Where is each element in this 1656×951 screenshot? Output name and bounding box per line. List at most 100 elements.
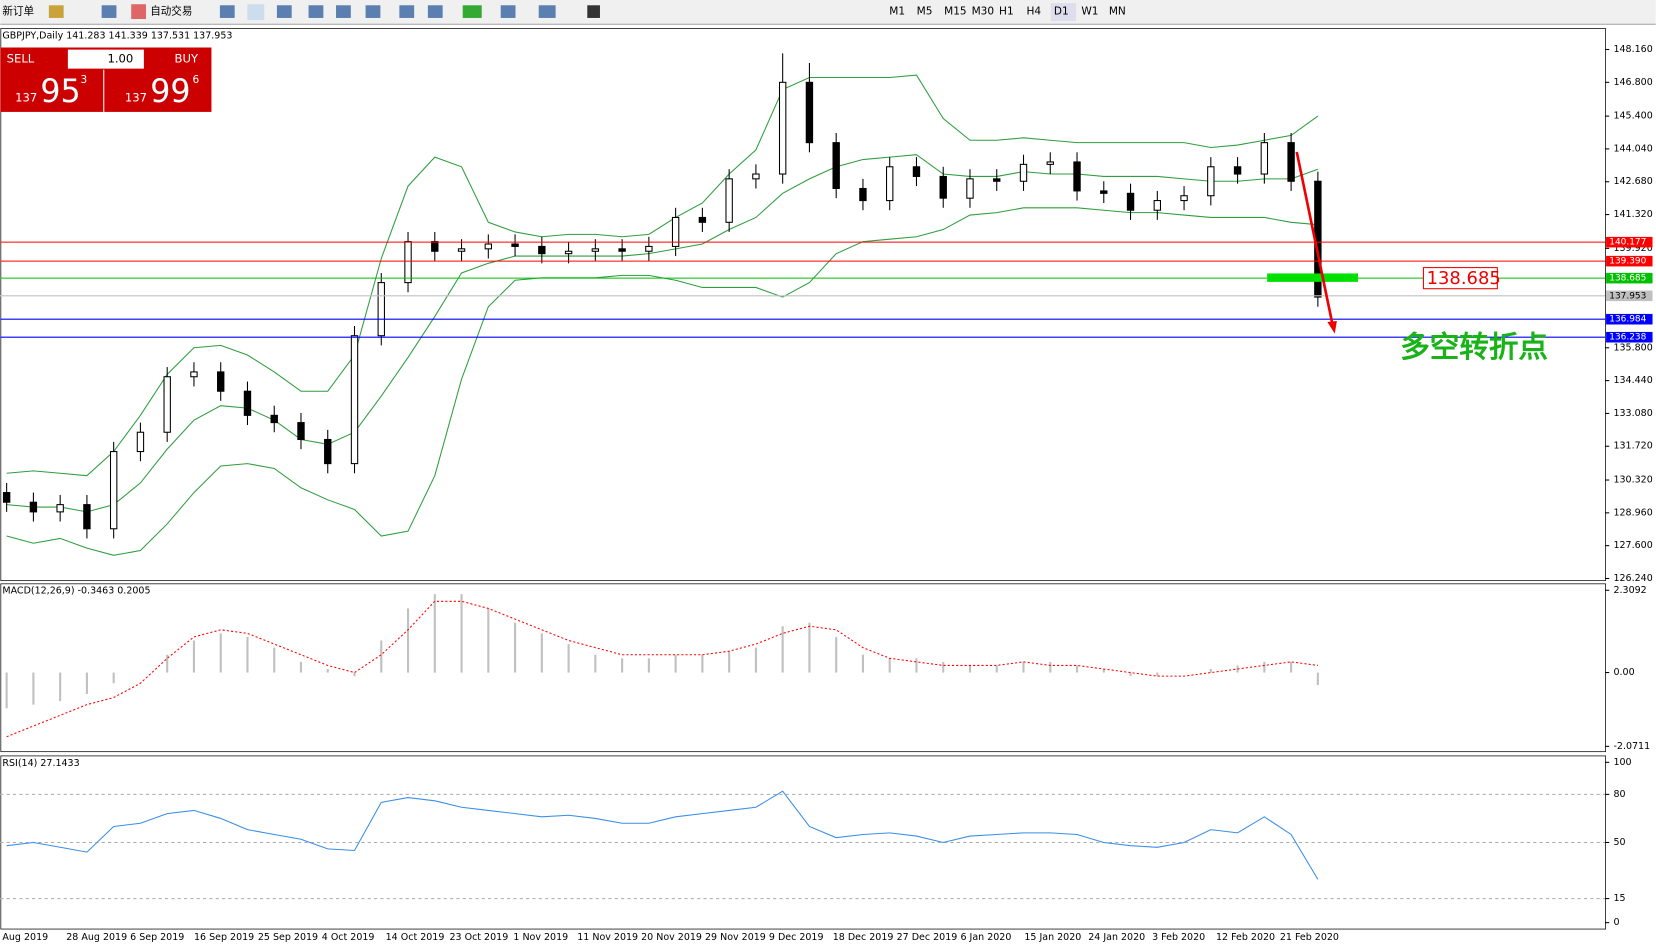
period-button[interactable]: M1 xyxy=(889,6,905,18)
auto-trade[interactable]: 自动交易 xyxy=(150,5,192,18)
price-level-label: 140.177 xyxy=(1609,238,1646,248)
x-tick-label: 16 Sep 2019 xyxy=(194,932,254,943)
y-tick-label: 145.400 xyxy=(1613,111,1652,122)
new-order[interactable]: 新订单 xyxy=(2,5,34,18)
candle-body xyxy=(243,390,252,416)
y-tick-label: 131.720 xyxy=(1613,441,1652,452)
x-tick-label: 12 Feb 2020 xyxy=(1216,932,1275,943)
candle-body xyxy=(538,245,546,255)
y-tick-label: 135.800 xyxy=(1613,342,1652,353)
y-tick-label: 130.320 xyxy=(1613,475,1652,486)
y-tick-label: 126.240 xyxy=(1613,573,1652,584)
period-button[interactable]: M30 xyxy=(972,6,995,18)
x-tick-label: 4 Oct 2019 xyxy=(322,932,375,943)
candle-body xyxy=(484,243,493,250)
period-button[interactable]: D1 xyxy=(1054,6,1069,18)
y-tick-label: 142.680 xyxy=(1613,176,1652,187)
candle-body xyxy=(217,371,225,392)
trend-arrow xyxy=(1295,151,1334,326)
candle-body xyxy=(1287,142,1295,182)
candle-body xyxy=(832,142,840,190)
buy-price-big[interactable]: 137 xyxy=(125,91,147,105)
lots-input[interactable] xyxy=(67,49,144,69)
period-button[interactable]: M5 xyxy=(917,6,933,18)
pane-title: MACD(12,26,9) -0.3463 0.2005 xyxy=(2,586,150,597)
candle-body xyxy=(270,414,278,424)
buy-price-frac[interactable]: 6 xyxy=(192,74,199,86)
candle-body xyxy=(939,175,947,199)
candle-body xyxy=(324,438,332,465)
candle-body xyxy=(163,376,171,433)
sell-label[interactable]: SELL xyxy=(7,52,35,66)
candle-body xyxy=(618,248,626,252)
period-button[interactable]: W1 xyxy=(1081,6,1098,18)
trade-panel: SELL 1.00 BUY 137 95 3 137 99 6 xyxy=(0,47,212,112)
y-tick-label: 50 xyxy=(1613,837,1625,848)
candle-body xyxy=(404,241,412,284)
candle-body xyxy=(1260,142,1269,175)
candle-body xyxy=(350,335,359,465)
y-tick-label: 144.040 xyxy=(1613,143,1652,154)
candle-body xyxy=(1100,190,1108,194)
period-button[interactable]: H1 xyxy=(999,6,1014,18)
period-button[interactable]: H4 xyxy=(1026,6,1041,18)
y-tick-label: 133.080 xyxy=(1613,408,1652,419)
period-button[interactable]: M15 xyxy=(944,6,967,18)
turning-point-label: 多空转折点 xyxy=(1400,330,1548,364)
sell-price-frac[interactable]: 3 xyxy=(81,74,88,86)
candle-body xyxy=(698,216,707,223)
y-tick-label: 127.600 xyxy=(1613,540,1652,551)
candle-body xyxy=(591,248,600,252)
x-tick-label: 27 Dec 2019 xyxy=(897,932,958,943)
auto-trade-icon[interactable] xyxy=(131,4,146,20)
buy-label[interactable]: BUY xyxy=(174,52,198,66)
y-tick-label: -2.0711 xyxy=(1613,741,1650,752)
candle-body xyxy=(564,250,573,255)
candle-body xyxy=(966,178,974,199)
y-tick-label: 0 xyxy=(1613,917,1619,928)
candle-body xyxy=(993,178,1001,182)
x-tick-label: 6 Jan 2020 xyxy=(960,932,1011,943)
candle-body xyxy=(1019,163,1028,182)
bollinger-upper xyxy=(6,74,1319,477)
sell-button[interactable] xyxy=(2,49,66,69)
candle-body xyxy=(56,504,64,513)
candle-body xyxy=(136,431,145,453)
macd-signal xyxy=(6,600,1318,738)
candle-body xyxy=(1207,166,1215,197)
price-level-label: 136.238 xyxy=(1609,333,1646,343)
price-level-tag xyxy=(1606,272,1653,284)
period-button[interactable]: MN xyxy=(1109,6,1126,18)
price-level-tag xyxy=(1606,236,1653,248)
candle-body xyxy=(83,504,91,530)
sell-price-big[interactable]: 137 xyxy=(15,91,37,105)
sell-price-pips[interactable]: 95 xyxy=(40,74,80,110)
buy-price-pips[interactable]: 99 xyxy=(150,74,190,110)
y-tick-label: 148.160 xyxy=(1613,44,1652,55)
candle-body xyxy=(1180,195,1188,202)
candle-body xyxy=(805,81,814,144)
candle-body xyxy=(297,422,305,441)
price-level-tag xyxy=(1606,290,1653,302)
lots[interactable]: 1.00 xyxy=(107,52,133,66)
y-tick-label: 139.920 xyxy=(1613,243,1652,254)
price-level-label: 137.953 xyxy=(1609,291,1646,301)
candle-body xyxy=(778,81,787,175)
candle-body xyxy=(752,173,760,180)
y-tick-label: 100 xyxy=(1613,757,1631,768)
y-tick-label: 128.960 xyxy=(1613,507,1652,518)
candle-body xyxy=(645,245,653,252)
candle-body xyxy=(1073,161,1081,192)
candle-body xyxy=(1233,166,1242,175)
pane-title: RSI(14) 27.1433 xyxy=(2,758,79,769)
period-active xyxy=(1050,3,1077,22)
price-level-label: 138.685 xyxy=(1609,274,1646,284)
pane-frame xyxy=(0,28,1606,582)
bollinger-middle xyxy=(6,154,1319,513)
candle-body xyxy=(1126,192,1135,211)
x-tick-label: 24 Jan 2020 xyxy=(1088,932,1145,943)
candle-body xyxy=(671,216,680,247)
price-level-tag xyxy=(1606,313,1653,325)
x-tick-label: 23 Oct 2019 xyxy=(450,932,509,943)
